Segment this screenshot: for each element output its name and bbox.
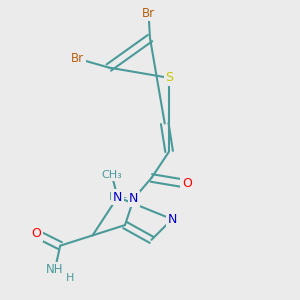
Text: O: O: [32, 227, 42, 240]
Text: N: N: [167, 213, 177, 226]
Text: H: H: [109, 192, 117, 202]
Text: N: N: [129, 192, 139, 205]
Text: N: N: [113, 190, 122, 204]
Text: Br: Br: [71, 52, 84, 65]
Text: CH₃: CH₃: [101, 170, 122, 180]
Text: S: S: [165, 71, 173, 84]
Text: NH: NH: [46, 263, 63, 276]
Text: Br: Br: [142, 7, 155, 20]
Text: H: H: [66, 273, 75, 283]
Text: O: O: [182, 177, 192, 190]
Text: -: -: [122, 192, 126, 202]
